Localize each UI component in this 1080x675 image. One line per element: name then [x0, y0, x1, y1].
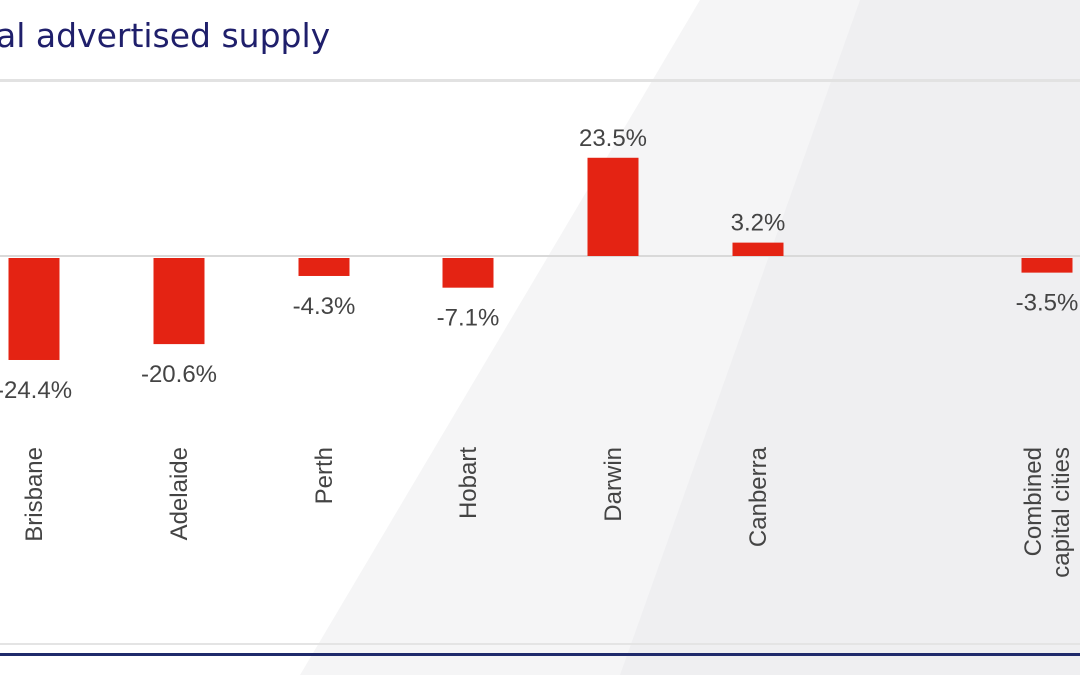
category-tick-label: Brisbane	[21, 447, 48, 542]
bar-combined-capital-cities	[1021, 258, 1073, 273]
category-tick-label: Darwin	[600, 447, 627, 522]
data-label: -20.6%	[141, 361, 217, 388]
bar-canberra	[732, 242, 784, 256]
category-label: Brisbane	[21, 447, 48, 542]
category-label: Perth	[311, 447, 338, 504]
category-tick-label: Hobart	[455, 447, 482, 519]
chart-title: al advertised supply	[0, 16, 331, 55]
top-divider	[0, 79, 1080, 82]
category-tick-label: Canberra	[745, 446, 772, 547]
data-label: -3.5%	[1016, 290, 1079, 317]
data-label: 3.2%	[731, 210, 786, 237]
category-tick-label: Perth	[311, 447, 338, 504]
category-label: Adelaide	[166, 447, 193, 540]
category-tick-label: Combined	[1020, 447, 1047, 556]
category-label: Canberra	[745, 446, 772, 547]
category-label: Hobart	[455, 447, 482, 519]
category-tick-label: capital cities	[1048, 447, 1075, 578]
bar-perth	[298, 258, 350, 276]
bottom-divider	[0, 643, 1080, 645]
bar-darwin	[587, 157, 639, 256]
data-label: 23.5%	[579, 125, 647, 152]
brand-footer-line	[0, 653, 1080, 656]
category-label: Combined capital cities	[1020, 447, 1075, 578]
data-label: -7.1%	[437, 305, 500, 332]
category-tick-label: Adelaide	[166, 447, 193, 540]
data-label: -24.4%	[0, 377, 72, 404]
category-label: Darwin	[600, 447, 627, 522]
bar-brisbane	[8, 258, 60, 360]
bar-hobart	[442, 258, 494, 288]
bar-adelaide	[153, 258, 205, 345]
data-label: -4.3%	[293, 293, 356, 320]
